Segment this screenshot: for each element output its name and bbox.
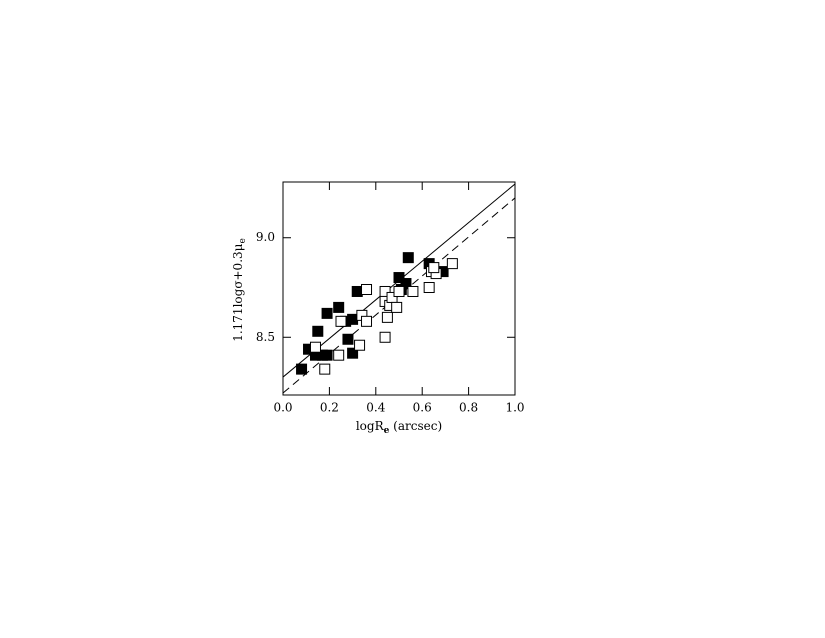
- point: [333, 301, 345, 313]
- point: [446, 258, 458, 270]
- y-label-sub: e: [238, 238, 248, 243]
- point: [342, 333, 354, 345]
- x-label-sub: e: [384, 426, 390, 436]
- point: [391, 301, 403, 313]
- point: [321, 307, 333, 319]
- plot-frame: [282, 181, 516, 396]
- x-tick-label: 0.2: [320, 401, 339, 415]
- point: [347, 313, 359, 325]
- point: [402, 252, 414, 264]
- y-tick-label: 9.0: [256, 230, 275, 244]
- fit-line: [283, 197, 515, 394]
- point: [321, 349, 333, 361]
- x-tick-label: 0.6: [413, 401, 432, 415]
- point: [319, 363, 331, 375]
- x-tick-label: 0.0: [273, 401, 292, 415]
- point: [379, 331, 391, 343]
- point: [309, 341, 321, 353]
- y-label-part: 1.171logσ+0.3μ: [231, 243, 245, 341]
- point: [361, 315, 373, 327]
- point: [407, 285, 419, 297]
- point: [347, 347, 359, 359]
- y-tick-label: 8.5: [256, 330, 275, 344]
- point: [381, 311, 393, 323]
- x-tick-label: 1.0: [505, 401, 524, 415]
- point: [333, 349, 345, 361]
- point: [393, 272, 405, 284]
- y-axis-label: 1.171logσ+0.3μe: [231, 238, 248, 342]
- point: [335, 315, 347, 327]
- point: [400, 278, 412, 290]
- point: [361, 283, 373, 295]
- point: [393, 285, 405, 297]
- point: [351, 285, 363, 297]
- x-tick-label: 0.4: [366, 401, 385, 415]
- point: [296, 363, 308, 375]
- x-tick-label: 0.8: [459, 401, 478, 415]
- point: [354, 339, 366, 351]
- point: [312, 325, 324, 337]
- x-axis-label: logRe (arcsec): [356, 419, 442, 436]
- x-label-part: logR: [356, 419, 385, 433]
- point: [423, 282, 435, 294]
- x-label-part: (arcsec): [389, 419, 442, 433]
- point: [428, 262, 440, 274]
